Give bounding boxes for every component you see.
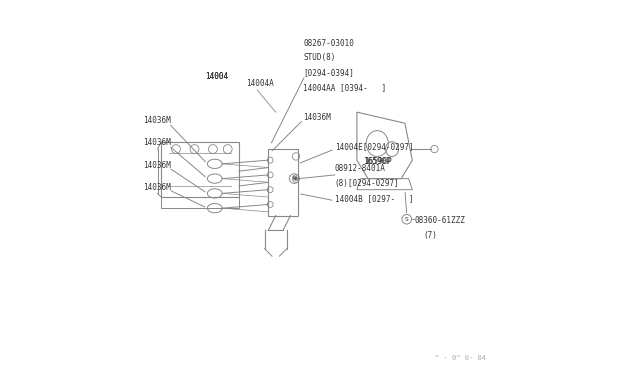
Text: (8)[0294-0297]: (8)[0294-0297] [335, 179, 399, 188]
Text: 14004AA [0394-   ]: 14004AA [0394- ] [303, 83, 387, 92]
Text: 14036M: 14036M [143, 116, 170, 125]
Text: (7): (7) [424, 231, 437, 240]
Text: ^ · 0^ 0· 04: ^ · 0^ 0· 04 [435, 355, 486, 360]
Text: 14036M: 14036M [143, 138, 170, 147]
Text: 14004B [0297-   ]: 14004B [0297- ] [335, 194, 413, 203]
Text: STUD(8): STUD(8) [303, 54, 336, 62]
Text: 08360-61ZZZ: 08360-61ZZZ [414, 216, 465, 225]
Text: 14036M: 14036M [143, 183, 170, 192]
Text: S: S [405, 217, 409, 222]
Text: 14036M: 14036M [303, 113, 331, 122]
Text: 14004A: 14004A [246, 79, 274, 88]
Text: [0294-0394]: [0294-0394] [303, 68, 355, 77]
Text: 08267-03010: 08267-03010 [303, 39, 355, 48]
Text: 14004: 14004 [205, 72, 228, 81]
Text: 14004: 14004 [205, 72, 228, 81]
Text: 14036M: 14036M [143, 161, 170, 170]
Text: 08912-8401A: 08912-8401A [335, 164, 386, 173]
Text: 16590P: 16590P [364, 157, 392, 166]
Text: 16590P: 16590P [363, 157, 391, 166]
Text: 14004E[0294-0297]: 14004E[0294-0297] [335, 142, 413, 151]
Circle shape [294, 176, 298, 181]
Text: N: N [292, 176, 296, 181]
